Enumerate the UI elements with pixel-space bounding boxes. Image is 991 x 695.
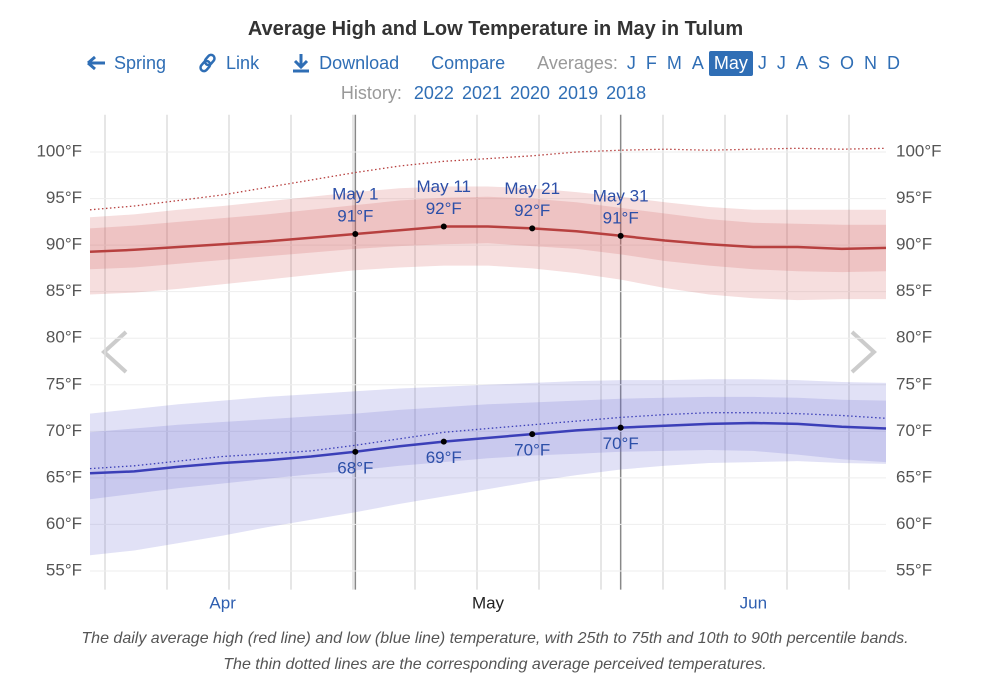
value-label: 92°F <box>514 201 550 220</box>
arrow-icon <box>87 55 106 71</box>
link-link[interactable]: Link <box>198 53 259 74</box>
months: J F M A May J J A S O N D <box>622 50 905 76</box>
date-label: May 1 <box>332 184 378 203</box>
spring-link[interactable]: Spring <box>86 53 166 74</box>
nav-label: Download <box>319 52 400 73</box>
month-link[interactable]: J <box>757 52 767 73</box>
download-icon <box>293 54 310 73</box>
year-link[interactable]: 2021 <box>461 82 502 103</box>
y-tick-label-right: 65°F <box>896 467 932 486</box>
point <box>440 438 447 445</box>
nav-label: Link <box>226 52 260 73</box>
inner-band <box>90 396 886 500</box>
date-label: May 31 <box>593 186 649 205</box>
grid <box>90 114 886 590</box>
y-tick-label-right: 100°F <box>896 142 942 161</box>
compare-link[interactable]: Compare <box>431 53 505 74</box>
title: Average High and Low Temperature in May … <box>247 18 744 40</box>
y-tick-label: 90°F <box>46 235 82 254</box>
month-link[interactable]: O <box>839 52 854 73</box>
month-link[interactable]: S <box>817 52 830 73</box>
month-link[interactable]: J <box>776 52 786 73</box>
point <box>529 431 536 438</box>
y-tick-label-right: 80°F <box>896 328 932 347</box>
outer-band <box>90 186 886 301</box>
y-tick-label-right: 70°F <box>896 421 932 440</box>
y-tick-label-right: 90°F <box>896 235 932 254</box>
history-label: History: <box>340 82 402 103</box>
year-link[interactable]: 2020 <box>509 82 551 103</box>
value-label: 70°F <box>514 441 550 460</box>
month-link[interactable]: May <box>708 50 753 76</box>
date-label: May 21 <box>504 179 560 198</box>
month-link[interactable]: N <box>863 52 877 73</box>
y-tick-label: 70°F <box>46 421 82 440</box>
labels: 55°F 55°F 60°F 60°F 65°F 65°F 70°F 70°F 75°F 75°F… <box>36 142 941 613</box>
date-label: May 11 <box>417 177 472 196</box>
y-tick-label-right: 60°F <box>896 514 932 533</box>
value-label: 92°F <box>426 199 462 218</box>
caption: The daily average high (red line) and lo… <box>81 630 909 673</box>
average-line <box>89 225 887 253</box>
average-line <box>89 421 887 475</box>
link-icon <box>199 53 216 73</box>
y-tick-label: 85°F <box>46 281 82 300</box>
nav-label: Compare <box>431 52 506 73</box>
year-link[interactable]: 2019 <box>558 82 599 103</box>
value-label: 91°F <box>603 208 639 227</box>
point <box>352 448 359 455</box>
value-label: 70°F <box>603 434 639 453</box>
month-link[interactable]: M <box>666 52 682 73</box>
averages-label: Averages: <box>537 52 618 73</box>
nav-row: Spring Link Download Compare Averages: J… <box>0 50 991 76</box>
value-label: 68°F <box>337 458 373 477</box>
history-row: History: 2022 2021 2020 2019 2018 <box>0 81 991 105</box>
y-tick-label: 80°F <box>46 328 82 347</box>
value-label: 69°F <box>426 448 462 467</box>
month-link[interactable]: A <box>691 52 704 73</box>
lines <box>89 147 887 475</box>
bands <box>90 186 886 556</box>
year-link[interactable]: 2018 <box>606 82 647 103</box>
month-link[interactable]: A <box>795 52 808 73</box>
years: 2022 2021 2020 2019 2018 <box>410 83 650 104</box>
point <box>617 232 624 239</box>
point <box>352 230 359 237</box>
point <box>529 225 536 232</box>
y-tick-label: 75°F <box>46 374 82 393</box>
month-link[interactable]: J <box>626 52 636 73</box>
outer-band <box>90 379 886 556</box>
month-link[interactable]: D <box>886 52 900 73</box>
y-tick-label: 95°F <box>46 188 82 207</box>
x-tick-label: Jun <box>740 593 767 612</box>
point <box>617 424 624 431</box>
x-tick-label: May <box>472 593 505 612</box>
perceived-line <box>89 412 887 470</box>
y-tick-label-right: 85°F <box>896 281 932 300</box>
x-tick-label: Apr <box>209 593 236 612</box>
y-tick-label-right: 55°F <box>896 560 932 579</box>
value-label: 91°F <box>337 206 373 225</box>
month-link[interactable]: F <box>645 52 657 73</box>
nav-label: Spring <box>114 52 167 73</box>
y-tick-label-right: 95°F <box>896 188 932 207</box>
y-tick-label: 60°F <box>46 514 82 533</box>
y-tick-label: 100°F <box>36 142 82 161</box>
year-link[interactable]: 2022 <box>413 82 454 103</box>
inner-band <box>90 196 886 273</box>
point <box>440 223 447 230</box>
y-tick-label-right: 75°F <box>896 374 932 393</box>
y-tick-label: 55°F <box>46 560 82 579</box>
y-tick-label: 65°F <box>46 467 82 486</box>
download-link[interactable]: Download <box>291 53 399 74</box>
